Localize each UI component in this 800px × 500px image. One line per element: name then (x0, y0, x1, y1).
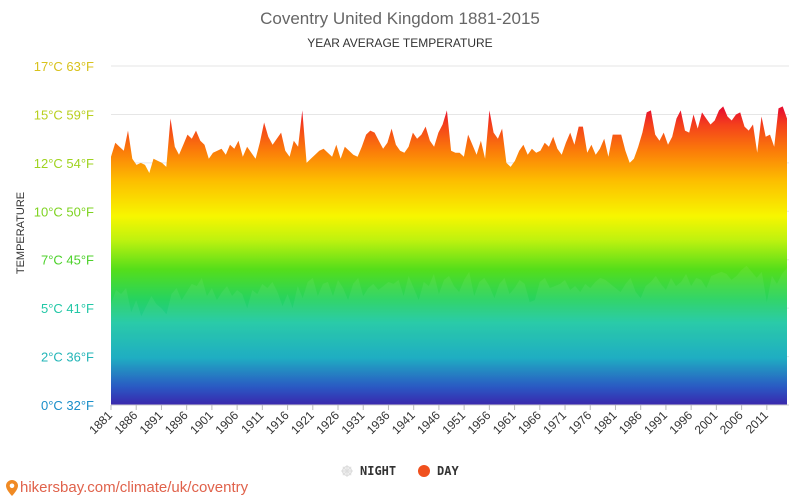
legend-item-night[interactable]: NIGHT (341, 464, 396, 478)
y-axis: 0°C 32°F 2°C 36°F 5°C 41°F 7°C 45°F 10°C 50°… (34, 59, 94, 413)
night-series-area[interactable] (111, 265, 787, 405)
legend: NIGHT DAY (341, 464, 459, 478)
location-pin-icon (6, 479, 18, 496)
x-tick-label: 1896 (162, 408, 191, 437)
y-axis-title: TEMPERATURE (15, 192, 27, 274)
x-tick-label: 1916 (263, 408, 292, 437)
chart-title: Coventry United Kingdom 1881-2015 (260, 9, 540, 28)
x-tick-label: 2006 (717, 408, 746, 437)
x-tick-label: 1996 (666, 408, 695, 437)
day-marker-icon (418, 465, 430, 477)
x-tick-label: 1926 (313, 408, 342, 437)
chart-subtitle: YEAR AVERAGE TEMPERATURE (307, 36, 492, 50)
x-tick-label: 1911 (238, 408, 266, 436)
y-tick-label: 17°C 63°F (34, 59, 94, 74)
x-tick-label: 1936 (364, 408, 393, 437)
y-tick-label: 2°C 36°F (41, 350, 94, 365)
y-tick-label: 10°C 50°F (34, 204, 94, 219)
x-tick-label: 1966 (515, 408, 544, 437)
x-tick-label: 1991 (641, 408, 670, 437)
x-tick-label: 1956 (465, 408, 494, 437)
x-tick-label: 1976 (566, 408, 595, 437)
x-axis: 1881188618911896190119061911191619211926… (86, 404, 789, 437)
x-tick-label: 1971 (540, 408, 569, 437)
x-tick-label: 1906 (212, 408, 241, 437)
x-tick-label: 2001 (692, 408, 721, 437)
y-tick-label: 12°C 54°F (34, 156, 94, 171)
x-tick-label: 1961 (490, 408, 519, 437)
y-tick-label: 0°C 32°F (41, 398, 94, 413)
x-tick-label: 1981 (591, 408, 620, 437)
night-series-overlay (111, 265, 787, 405)
y-tick-label: 5°C 41°F (41, 301, 94, 316)
y-tick-label: 7°C 45°F (41, 253, 94, 268)
night-marker-icon (341, 465, 353, 477)
x-tick-label: 1931 (339, 408, 368, 437)
legend-label-night: NIGHT (360, 464, 396, 478)
y-tick-label: 15°C 59°F (34, 107, 94, 122)
x-tick-label: 1901 (187, 408, 216, 437)
x-tick-label: 1886 (112, 408, 141, 437)
legend-label-day: DAY (437, 464, 459, 478)
x-tick-label: 2011 (743, 408, 771, 436)
footer-link[interactable]: hikersbay.com/climate/uk/coventry (6, 479, 248, 496)
x-tick-label: 1941 (389, 408, 418, 437)
legend-item-day[interactable]: DAY (418, 464, 459, 478)
footer-link-text: hikersbay.com/climate/uk/coventry (20, 479, 249, 496)
x-tick-label: 1921 (288, 408, 317, 437)
x-tick-label: 1986 (616, 408, 645, 437)
x-tick-label: 1951 (439, 408, 468, 437)
series-areas (111, 106, 787, 406)
x-tick-label: 1946 (414, 408, 443, 437)
x-tick-label: 1891 (137, 408, 166, 437)
